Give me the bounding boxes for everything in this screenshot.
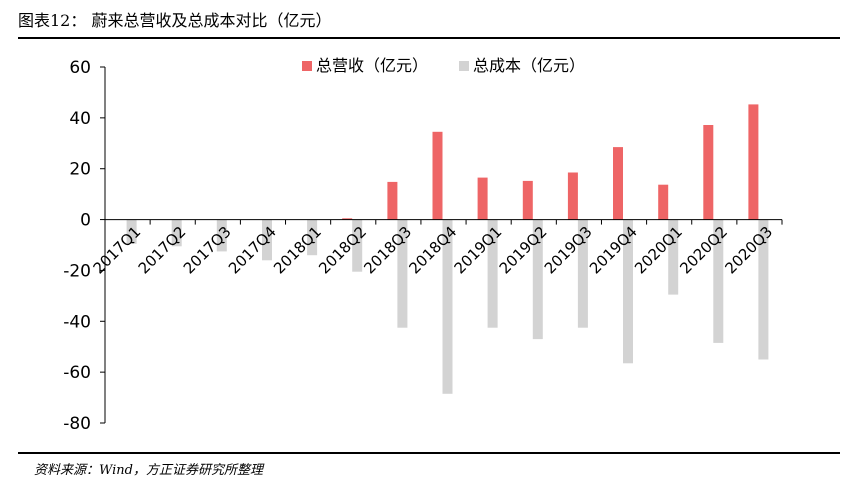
y-tick-label: 0 — [80, 211, 91, 231]
title-rule — [18, 37, 840, 39]
revenue-bar-2019Q2 — [522, 180, 533, 220]
cost-bar-2017Q4 — [262, 219, 272, 261]
figure-title: 图表12： 蔚来总营收及总成本对比（亿元） — [18, 11, 332, 30]
revenue-bar-2019Q1 — [477, 177, 488, 220]
legend-swatch-cost — [459, 61, 469, 71]
revenue-bar-2020Q3 — [748, 104, 759, 220]
cost-bar-2018Q2 — [352, 219, 363, 272]
y-tick-label: -40 — [63, 312, 91, 332]
cost-bar-2018Q4 — [442, 219, 453, 394]
cost-bar-2017Q2 — [171, 219, 182, 247]
revenue-bar-2020Q1 — [658, 184, 669, 220]
legend-label-revenue: 总营收（亿元） — [316, 56, 428, 75]
legend: 总营收（亿元） 总成本（亿元） — [302, 56, 585, 75]
revenue-bar-2018Q4 — [432, 131, 443, 220]
cost-bar-2019Q3 — [577, 219, 588, 328]
y-tick-label: -60 — [63, 363, 91, 383]
legend-swatch-revenue — [302, 61, 312, 71]
cost-bar-2017Q1 — [126, 219, 137, 244]
cost-bar-2018Q1 — [307, 219, 318, 256]
revenue-bar-2019Q4 — [613, 147, 623, 220]
revenue-bar-2020Q2 — [703, 125, 714, 220]
y-tick-label: -20 — [63, 261, 91, 281]
cost-bar-2017Q3 — [216, 219, 227, 252]
cost-bar-2019Q4 — [623, 219, 633, 364]
revenue-bar-2018Q3 — [387, 181, 398, 220]
legend-label-cost: 总成本（亿元） — [473, 56, 585, 75]
x-category-label: 2017Q2 — [135, 223, 190, 278]
cost-bar-2019Q2 — [532, 219, 543, 340]
x-category-label: 2017Q1 — [90, 223, 145, 278]
revenue-bar-2019Q3 — [567, 172, 578, 220]
cost-bar-2020Q2 — [713, 219, 724, 343]
revenue-bar-2018Q2 — [342, 218, 353, 220]
source-note: 资料来源：Wind，方正证券研究所整理 — [34, 463, 263, 478]
cost-bar-2020Q3 — [758, 219, 769, 360]
bars-layer — [126, 104, 769, 394]
cost-bar-2018Q3 — [397, 219, 408, 328]
cost-bar-2020Q1 — [668, 219, 679, 295]
source-rule — [18, 452, 840, 454]
y-tick-label: 60 — [69, 58, 91, 78]
cost-bar-2019Q1 — [487, 219, 498, 328]
y-tick-label: 40 — [69, 109, 91, 129]
y-tick-label: -80 — [63, 414, 91, 434]
y-tick-label: 20 — [69, 160, 91, 180]
y-ticks-layer: 60 40 20 0 -20 -40 -60 -80 — [63, 58, 105, 434]
